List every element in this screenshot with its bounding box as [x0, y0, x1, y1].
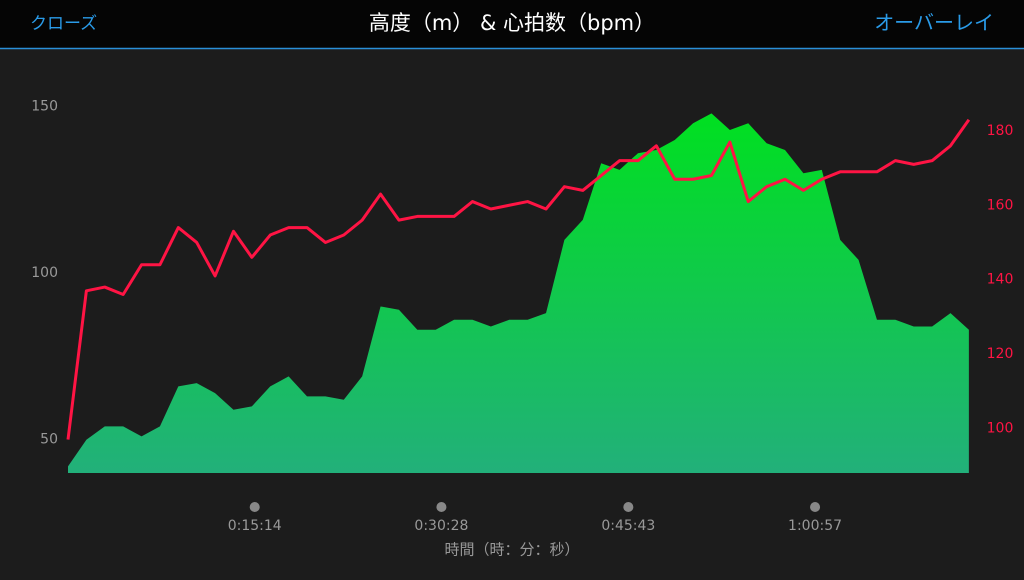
y2-tick-label: 140 — [987, 272, 1014, 288]
overlay-button[interactable]: オーバーレイ — [874, 11, 994, 35]
heart-rate-line — [66, 118, 971, 440]
close-button[interactable]: クローズ — [30, 14, 97, 34]
y2-tick-label: 120 — [987, 346, 1014, 362]
header-bar — [0, 0, 1024, 48]
y-tick-label: 50 — [40, 432, 58, 448]
y2-tick-label: 160 — [987, 197, 1014, 213]
x-tick-dot — [249, 502, 260, 512]
y2-tick-label: 180 — [987, 123, 1014, 139]
y-tick-label: 150 — [31, 99, 58, 115]
y2-tick-label: 100 — [987, 420, 1014, 436]
x-tick-label: 0:45:43 — [601, 518, 655, 534]
chart-title: 高度（m） & 心拍数（bpm） — [369, 11, 655, 35]
x-tick-dot — [810, 502, 821, 512]
y-tick-label: 100 — [31, 265, 58, 281]
x-tick-label: 1:00:57 — [788, 518, 842, 534]
x-axis-label: 時間（時：分：秒） — [444, 541, 579, 559]
x-tick-dot — [436, 502, 447, 512]
x-tick-label: 0:15:14 — [228, 518, 282, 534]
altitude-area — [68, 113, 969, 473]
x-tick-dot — [623, 502, 634, 512]
x-tick-label: 0:30:28 — [414, 518, 468, 534]
